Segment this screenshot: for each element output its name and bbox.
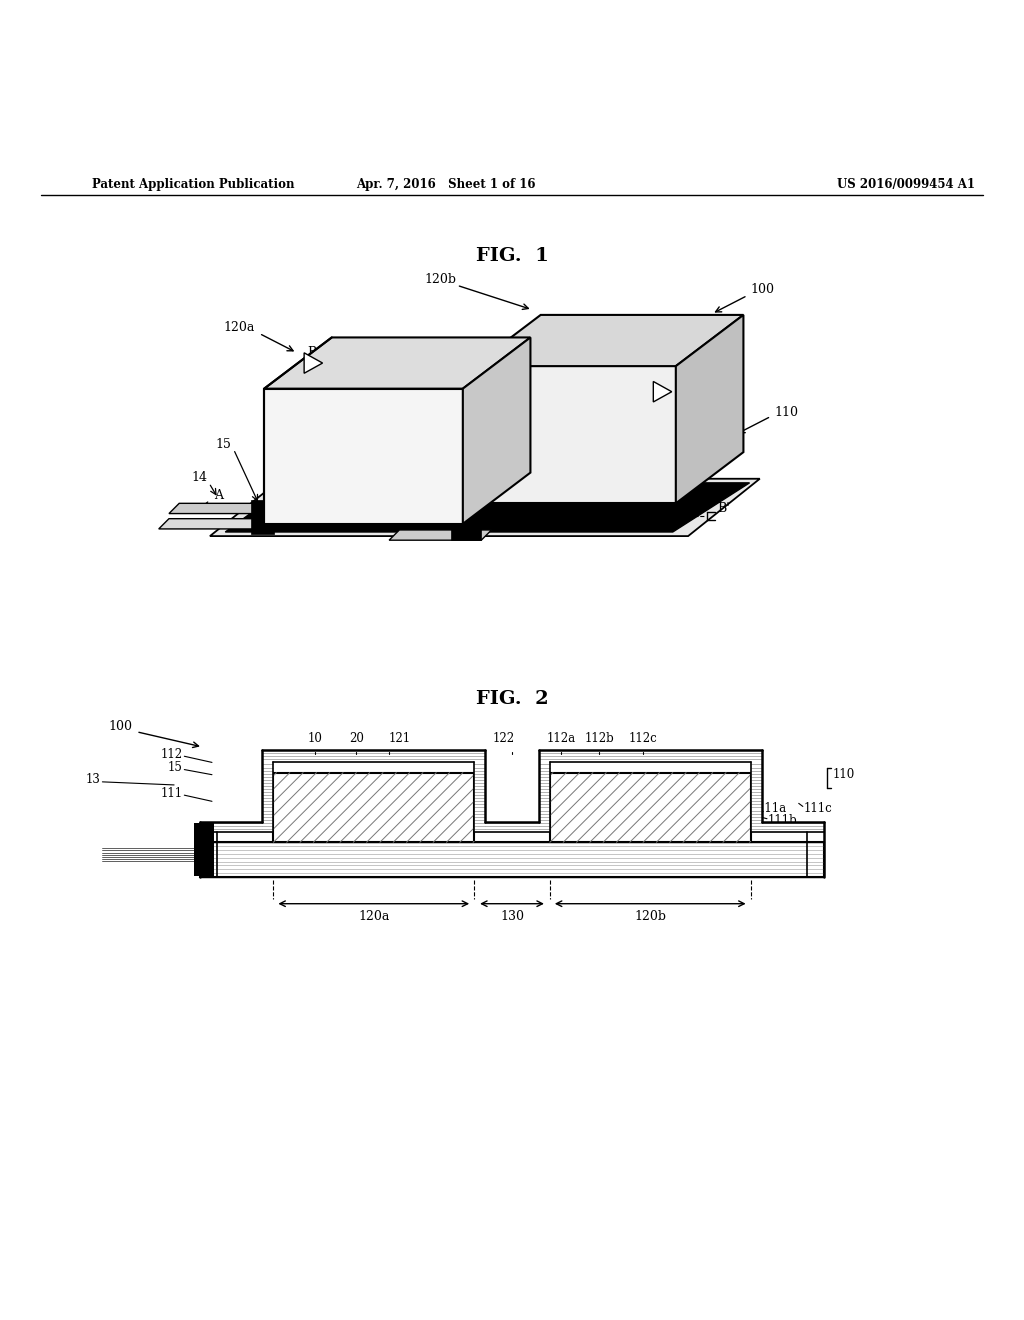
Text: Apr. 7, 2016   Sheet 1 of 16: Apr. 7, 2016 Sheet 1 of 16: [355, 178, 536, 191]
Text: 120a: 120a: [224, 321, 255, 334]
Polygon shape: [251, 500, 274, 535]
Polygon shape: [473, 315, 743, 366]
Text: 100: 100: [109, 721, 133, 733]
Bar: [273, 772, 474, 842]
Text: US 2016/0099454 A1: US 2016/0099454 A1: [838, 178, 975, 191]
Text: 120b: 120b: [424, 272, 457, 285]
Text: FIG.  1: FIG. 1: [475, 247, 549, 264]
Text: 112a: 112a: [547, 733, 575, 746]
Text: 100: 100: [751, 282, 775, 296]
Polygon shape: [264, 338, 530, 388]
Text: 112: 112: [160, 747, 182, 760]
Polygon shape: [463, 338, 530, 524]
Polygon shape: [304, 352, 323, 374]
Polygon shape: [210, 479, 760, 536]
Text: 13: 13: [85, 774, 100, 787]
Text: 111b: 111b: [768, 814, 798, 828]
Text: FIG.  2: FIG. 2: [476, 690, 548, 708]
Text: 130: 130: [500, 909, 524, 923]
Text: 112c: 112c: [629, 733, 657, 746]
Text: 10: 10: [308, 733, 323, 746]
Text: 122: 122: [493, 733, 515, 746]
Text: 15: 15: [215, 438, 231, 451]
Text: 20: 20: [349, 733, 364, 746]
Text: A': A': [654, 370, 667, 383]
Polygon shape: [169, 503, 276, 513]
Text: 120a: 120a: [358, 909, 389, 923]
Text: B': B': [717, 502, 729, 515]
Bar: [200, 842, 824, 876]
Text: 112b: 112b: [584, 733, 614, 746]
Polygon shape: [159, 519, 271, 529]
Text: 111c: 111c: [804, 803, 833, 814]
Text: 121: 121: [388, 733, 411, 746]
Text: 15: 15: [439, 482, 456, 495]
Polygon shape: [473, 366, 676, 503]
Text: B: B: [307, 346, 317, 359]
Text: 11: 11: [266, 799, 281, 812]
Text: 111a: 111a: [758, 803, 786, 814]
Text: Patent Application Publication: Patent Application Publication: [92, 178, 295, 191]
Text: A: A: [214, 488, 222, 502]
Polygon shape: [653, 381, 672, 403]
Bar: [194, 822, 214, 876]
Polygon shape: [225, 483, 750, 532]
Polygon shape: [676, 315, 743, 503]
Text: 14: 14: [191, 471, 208, 484]
Polygon shape: [264, 388, 463, 524]
Polygon shape: [389, 529, 492, 540]
Text: 111: 111: [160, 787, 182, 800]
Bar: [550, 772, 751, 842]
Text: 13: 13: [340, 498, 356, 511]
Text: 110: 110: [774, 405, 798, 418]
Polygon shape: [451, 519, 481, 540]
Text: 15: 15: [167, 762, 182, 774]
Text: 110: 110: [833, 768, 855, 781]
Polygon shape: [200, 750, 824, 832]
Text: 120b: 120b: [634, 909, 667, 923]
